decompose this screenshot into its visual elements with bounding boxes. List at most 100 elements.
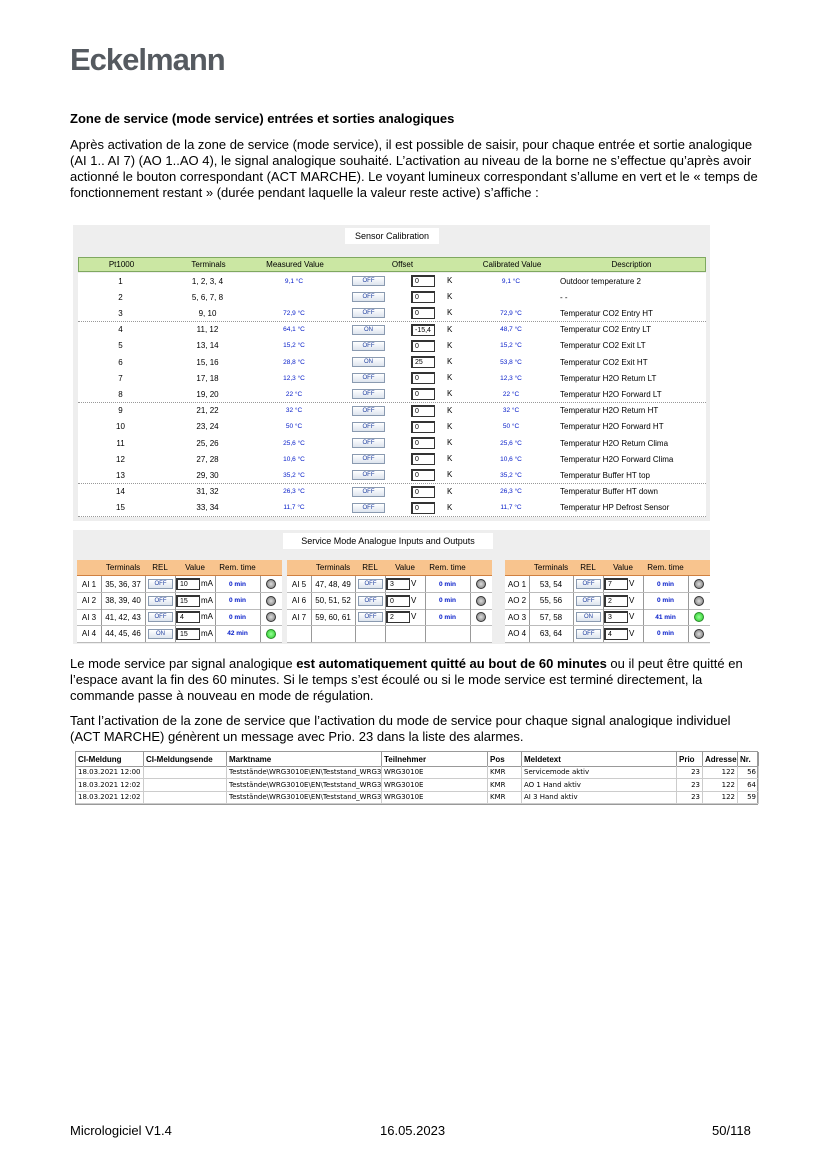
offset-input[interactable]: 0	[411, 339, 435, 352]
table-cell: Servicemode aktiv	[522, 766, 677, 778]
cell-divider	[643, 576, 644, 592]
offset-input[interactable]: 0	[411, 291, 435, 304]
rel-button[interactable]: OFF	[148, 595, 173, 606]
offset-input[interactable]: 0	[411, 388, 435, 401]
rel-button[interactable]: OFF	[358, 612, 383, 622]
value-input[interactable]: 0	[386, 594, 410, 607]
offset-input[interactable]: 0	[411, 420, 435, 433]
rel-button[interactable]: ON	[148, 628, 173, 639]
rel-button[interactable]: OFF	[352, 470, 385, 481]
offset-input[interactable]: 0	[411, 372, 435, 385]
io-id: AO 4	[507, 629, 527, 638]
status-led	[266, 595, 276, 606]
io-id: AI 7	[291, 612, 307, 622]
rel-button[interactable]: OFF	[148, 612, 173, 622]
cell-divider	[175, 592, 176, 609]
description: Temperatur HP Defrost Sensor	[560, 503, 670, 513]
rel-button[interactable]: OFF	[352, 373, 385, 384]
value-input[interactable]: 2	[604, 594, 628, 607]
rel-button[interactable]: OFF	[352, 308, 385, 319]
rel-button[interactable]: OFF	[576, 628, 601, 639]
column-header: Rem. time	[429, 563, 466, 572]
table-cell: Teststände\WRG3010E\EN\Teststand_WRG3	[229, 778, 382, 791]
table-row: 15 33, 34 11,7 °C OFF 0 K 11,7 °C Temperatur HP…	[78, 499, 706, 517]
value-input[interactable]: 15	[176, 594, 200, 607]
offset-input[interactable]: 0	[411, 404, 435, 417]
table-row: AI 4 44, 45, 46 ON 15 mA 42 min	[77, 625, 282, 643]
column-header: Prio	[677, 752, 703, 766]
table-cell	[144, 778, 227, 791]
rel-button[interactable]: ON	[576, 612, 601, 622]
remaining-time: 0 min	[229, 597, 246, 604]
terminals: 41, 42, 43	[105, 612, 141, 622]
offset-input[interactable]: 25	[411, 356, 435, 368]
cell-divider	[215, 609, 216, 625]
cell-divider	[470, 576, 471, 592]
rel-button[interactable]: ON	[352, 357, 385, 367]
pt-number: 13	[116, 470, 125, 480]
unit: K	[447, 470, 453, 480]
value-input[interactable]: 3	[386, 578, 410, 590]
value-input[interactable]: 4	[176, 611, 200, 623]
offset-input[interactable]: 0	[411, 469, 435, 482]
terminals: 33, 34	[196, 503, 219, 513]
table-cell: WRG3010E	[382, 766, 488, 778]
offset-input[interactable]: 0	[411, 275, 435, 287]
column-header: Value	[395, 563, 415, 572]
offset-input[interactable]: 0	[411, 453, 435, 466]
table-row: 1 1, 2, 3, 4 9,1 °C OFF 0 K 9,1 °C Outdoor temp…	[78, 273, 706, 290]
cell-divider	[215, 592, 216, 609]
rel-button[interactable]: OFF	[352, 389, 385, 400]
rel-button[interactable]: OFF	[358, 579, 383, 589]
rel-button[interactable]: OFF	[352, 502, 385, 513]
unit: K	[447, 324, 453, 334]
unit: V	[629, 595, 635, 605]
rel-button[interactable]: OFF	[352, 486, 385, 497]
rel-button[interactable]: OFF	[352, 292, 385, 303]
table-row: 8 19, 20 22 °C OFF 0 K 22 °C Temperatur H2O For…	[78, 386, 706, 404]
table-cell: 56	[738, 766, 759, 778]
column-header: Description	[611, 260, 652, 269]
table-cell: AI 3 Hand aktiv	[522, 791, 677, 803]
rel-button[interactable]: OFF	[352, 438, 385, 448]
description: Temperatur H2O Forward HT	[560, 422, 664, 432]
terminals: 53, 54	[539, 579, 563, 589]
value-input[interactable]: 3	[604, 611, 628, 623]
measured-value: 64,1 °C	[283, 326, 305, 334]
terminals: 44, 45, 46	[105, 629, 141, 638]
unit: K	[447, 389, 453, 399]
rel-button[interactable]: OFF	[352, 340, 385, 351]
table-row: 6 15, 16 28,8 °C ON 25 K 53,8 °C Temperatur CO2…	[78, 354, 706, 371]
offset-input[interactable]: 0	[411, 307, 435, 320]
unit: mA	[201, 579, 213, 588]
rel-button[interactable]: OFF	[352, 405, 385, 416]
terminals: 9, 10	[198, 308, 217, 318]
pt-number: 15	[116, 503, 125, 513]
rel-button[interactable]: OFF	[358, 595, 383, 606]
value-input[interactable]: 10	[176, 578, 200, 590]
cell-divider	[145, 625, 146, 642]
terminals: 63, 64	[539, 629, 563, 638]
value-input[interactable]: 7	[604, 578, 628, 590]
value-input[interactable]: 4	[604, 627, 628, 640]
offset-input[interactable]: 0	[411, 501, 435, 514]
rel-button[interactable]: OFF	[352, 454, 385, 465]
rel-button[interactable]: OFF	[148, 579, 173, 589]
rel-button[interactable]: OFF	[576, 579, 601, 589]
offset-input[interactable]: 0	[411, 437, 435, 449]
io-panel: Terminals REL Value Rem. time AO 1 53, 54 OFF 7…	[505, 560, 710, 643]
status-led	[476, 612, 486, 622]
rel-button[interactable]: OFF	[352, 276, 385, 286]
footer-left: Micrologiciel V1.4	[70, 1123, 172, 1138]
io-id: AI 2	[81, 596, 97, 605]
rel-button[interactable]: OFF	[352, 421, 385, 432]
value-input[interactable]: 15	[176, 627, 200, 640]
rel-button[interactable]: OFF	[576, 595, 601, 606]
pt-number: 6	[118, 357, 123, 367]
offset-input[interactable]: -15,4	[411, 323, 435, 336]
description: Temperatur H2O Return HT	[560, 406, 659, 416]
offset-input[interactable]: 0	[411, 485, 435, 498]
value-input[interactable]: 2	[386, 611, 410, 623]
rel-button[interactable]: ON	[352, 324, 385, 335]
